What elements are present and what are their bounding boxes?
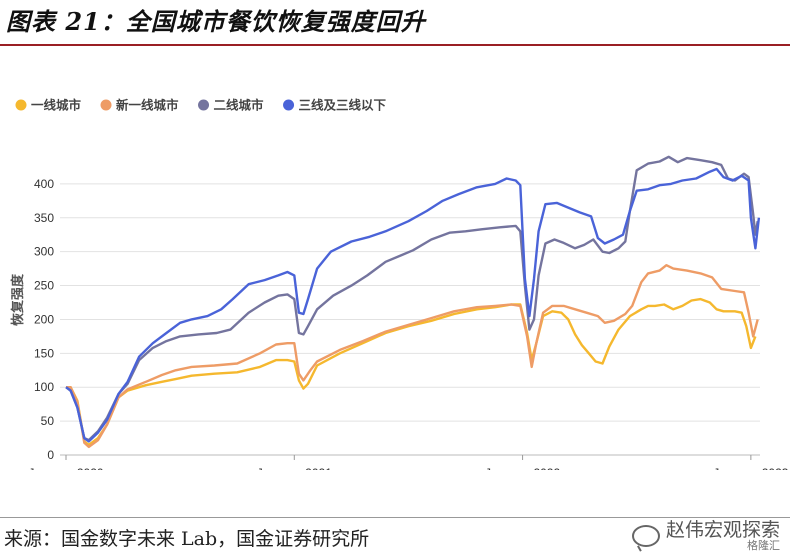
legend-marker bbox=[283, 99, 295, 111]
watermark-text: 赵伟宏观探索 bbox=[665, 519, 780, 541]
title-rule bbox=[0, 44, 790, 46]
legend-marker bbox=[15, 99, 27, 111]
series-lines bbox=[65, 155, 761, 449]
legend-label: 三线及三线以下 bbox=[299, 98, 387, 113]
legend-label: 一线城市 bbox=[31, 98, 82, 113]
chart-legend: 一线城市 新一线城市 二线城市 三线及三线以下 bbox=[15, 98, 387, 113]
grid-lines bbox=[60, 183, 760, 456]
y-tick-label: 200 bbox=[34, 312, 54, 326]
chat-bubble-icon bbox=[631, 525, 660, 547]
source-rule bbox=[0, 517, 790, 518]
legend-marker bbox=[100, 99, 112, 111]
y-axis-label: 恢复强度 bbox=[10, 273, 26, 326]
figure-title: 图表 21：全国城市餐饮恢复强度回升 bbox=[6, 7, 426, 36]
x-tick-label: January, 2022 bbox=[485, 466, 560, 470]
y-tick-label: 250 bbox=[34, 279, 54, 293]
series-line-2 bbox=[66, 264, 759, 449]
x-tick-label: January, 2021 bbox=[257, 466, 332, 470]
source-note: 来源：国金数字未来 Lab，国金证券研究所 bbox=[4, 528, 370, 550]
x-axis-ticks: January, 2020 January, 2021 January, 2022 J… bbox=[28, 455, 789, 470]
legend-label: 新一线城市 bbox=[116, 98, 179, 113]
y-tick-label: 350 bbox=[34, 211, 54, 225]
watermark-sub: 格隆汇 bbox=[747, 539, 780, 552]
x-tick-label: January, 2023 bbox=[713, 466, 788, 470]
y-tick-label: 100 bbox=[34, 380, 54, 394]
series-line-3 bbox=[65, 155, 759, 442]
y-tick-label: 50 bbox=[41, 414, 55, 428]
y-tick-label: 400 bbox=[34, 177, 54, 191]
series-line-4 bbox=[65, 167, 761, 443]
watermark: 赵伟宏观探索 格隆汇 bbox=[631, 518, 780, 554]
y-tick-label: 150 bbox=[34, 346, 54, 360]
line-chart: 一线城市 新一线城市 二线城市 三线及三线以下 恢复强度 0 50 100 150 200 25… bbox=[10, 98, 789, 471]
y-tick-label: 300 bbox=[34, 245, 54, 259]
legend-label: 二线城市 bbox=[214, 98, 265, 113]
x-tick-label: January, 2020 bbox=[28, 466, 103, 470]
y-axis-ticks: 0 50 100 150 200 250 300 350 400 bbox=[34, 177, 54, 462]
legend-marker bbox=[198, 99, 210, 111]
y-tick-label: 0 bbox=[47, 448, 54, 462]
